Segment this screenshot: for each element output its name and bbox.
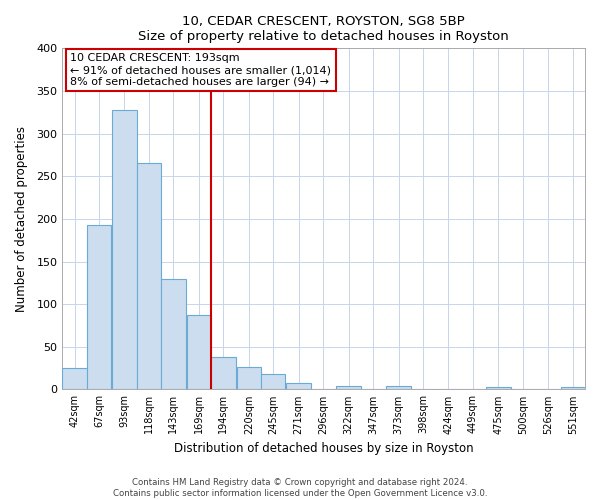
Bar [137, 164, 161, 390]
Bar [386, 386, 411, 390]
X-axis label: Distribution of detached houses by size in Royston: Distribution of detached houses by size … [174, 442, 473, 455]
Bar [261, 374, 286, 390]
Bar [560, 387, 585, 390]
Text: 10 CEDAR CRESCENT: 193sqm
← 91% of detached houses are smaller (1,014)
8% of sem: 10 CEDAR CRESCENT: 193sqm ← 91% of detac… [70, 54, 331, 86]
Bar [286, 382, 311, 390]
Bar [187, 315, 211, 390]
Bar [87, 225, 111, 390]
Bar [112, 110, 137, 390]
Bar [211, 357, 236, 390]
Text: Contains HM Land Registry data © Crown copyright and database right 2024.
Contai: Contains HM Land Registry data © Crown c… [113, 478, 487, 498]
Bar [337, 386, 361, 390]
Bar [62, 368, 87, 390]
Y-axis label: Number of detached properties: Number of detached properties [15, 126, 28, 312]
Bar [161, 278, 185, 390]
Bar [486, 387, 511, 390]
Title: 10, CEDAR CRESCENT, ROYSTON, SG8 5BP
Size of property relative to detached house: 10, CEDAR CRESCENT, ROYSTON, SG8 5BP Siz… [138, 15, 509, 43]
Bar [236, 368, 261, 390]
